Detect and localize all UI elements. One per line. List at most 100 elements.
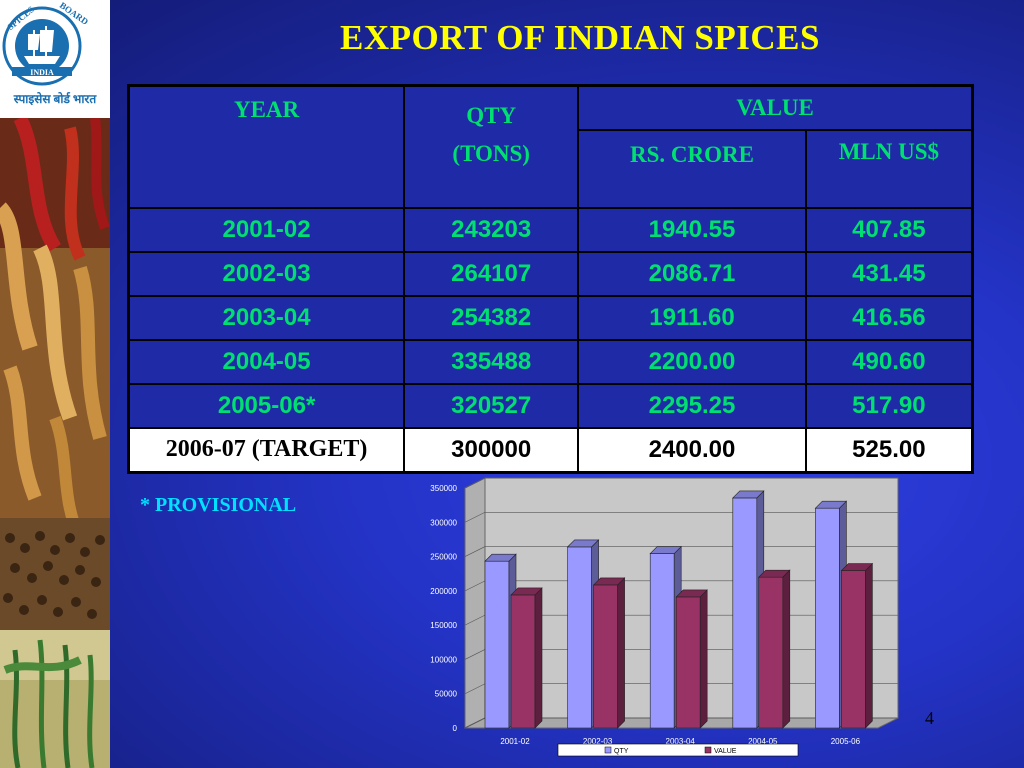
header-qty-label: QTY (466, 103, 517, 128)
chart-bar-value (758, 576, 784, 729)
cell-year: 2001-02 (127, 206, 406, 253)
cell-qty: 254382 (403, 294, 580, 341)
chart-ytick-label: 150000 (430, 621, 457, 630)
header-qty: QTY (TONS) (403, 84, 580, 209)
chart-ytick-label: 350000 (430, 484, 457, 493)
cell-usd: 407.85 (804, 206, 974, 253)
chart-bar-top-value (758, 569, 791, 578)
cell-qty: 300000 (403, 426, 580, 473)
chart-bar-qty (815, 507, 840, 729)
chart-bar-top-qty (484, 553, 517, 562)
chart-bar-value (675, 596, 701, 729)
chart-ytick-label: 50000 (435, 690, 458, 699)
cell-usd: 525.00 (804, 426, 974, 473)
chart-ytick-label: 0 (453, 724, 458, 733)
page-title: EXPORT OF INDIAN SPICES (340, 18, 820, 57)
chart-legend-label: QTY (614, 748, 629, 755)
chart-gridline (464, 649, 486, 660)
table-row-target: 2006-07 (TARGET) 300000 2400.00 525.00 (127, 426, 974, 473)
cell-rs: 2295.25 (577, 382, 807, 429)
chart-gridline (464, 614, 486, 626)
cell-year: 2004-05 (127, 338, 406, 385)
chart-bar-side-value (534, 587, 543, 729)
header-mln-usd: MLN US$ (804, 128, 974, 209)
chart-legend (557, 743, 799, 757)
chart-gridline (464, 580, 486, 592)
chart-bar-qty (732, 497, 758, 729)
cell-usd: 416.56 (804, 294, 974, 341)
cell-year: 2005-06* (127, 382, 406, 429)
table-row: 2001-02 243203 1940.55 407.85 (127, 206, 974, 253)
provisional-footnote: * PROVISIONAL (140, 494, 297, 516)
chart-legend-swatch (604, 746, 612, 754)
export-table: YEAR QTY (TONS) VALUE RS. CRORE MLN US$ … (127, 84, 974, 474)
chart-xtick-label: 2002-03 (583, 737, 613, 746)
chart-bar-top-value (840, 563, 874, 571)
cell-qty: 264107 (403, 250, 580, 297)
header-value: VALUE (577, 84, 974, 131)
chart-bar-side-value (782, 569, 791, 729)
chart-xtick-label: 2003-04 (666, 737, 696, 746)
cell-usd: 490.60 (804, 338, 974, 385)
chart-bar-side-value (617, 577, 625, 729)
cell-year: 2006-07 (TARGET) (127, 426, 406, 473)
header-rs-crore: RS. CRORE (577, 128, 807, 209)
cell-rs: 1940.55 (577, 206, 807, 253)
chart-bar-side-value (699, 589, 708, 729)
cell-rs: 2400.00 (577, 426, 807, 473)
chart-bar-qty (484, 560, 510, 729)
chart-ytick-label: 300000 (430, 518, 457, 527)
cell-qty: 320527 (403, 382, 580, 429)
chart-xtick-label: 2001-02 (500, 737, 530, 746)
spices-photo (0, 114, 110, 630)
chart-bar-top-qty (649, 546, 682, 554)
spices-board-logo: INDIA SPICES BOARD स्पाइसेस बोर्ड भारत (0, 0, 110, 118)
chart-bar-side-value (865, 562, 873, 729)
chart-bar-top-qty (732, 490, 765, 499)
cell-usd: 517.90 (804, 382, 974, 429)
cell-rs: 1911.60 (577, 294, 807, 341)
chart-gridline (464, 546, 486, 557)
vanilla-plant-photo (0, 630, 110, 768)
chart-bar-top-value (675, 589, 708, 598)
left-image-strip: INDIA SPICES BOARD स्पाइसेस बोर्ड भारत (0, 0, 110, 768)
chart-bar-top-qty (814, 500, 848, 509)
chart-bar-qty (649, 553, 675, 729)
logo-india-text: INDIA (30, 68, 54, 77)
chart-gridline (464, 683, 486, 694)
chart-bar-value (510, 594, 536, 729)
chart-xtick-label: 2004-05 (748, 737, 778, 746)
header-year: YEAR (127, 84, 406, 209)
chart-gridline (464, 477, 486, 489)
cell-usd: 431.45 (804, 250, 974, 297)
cell-qty: 243203 (403, 206, 580, 253)
chart-ytick-label: 100000 (430, 655, 457, 664)
chart-legend-label: VALUE (714, 748, 737, 755)
chart-bar-qty (567, 546, 592, 729)
table-row: 2005-06* 320527 2295.25 517.90 (127, 382, 974, 429)
export-bar-chart: 0 50000 100000 150000 200000 250000 300000 3500… (430, 477, 899, 757)
chart-gridline (464, 717, 486, 729)
chart-xtick-label: 2005-06 (831, 737, 861, 746)
chart-legend-swatch (704, 746, 712, 754)
chart-gridline (464, 512, 486, 523)
cell-year: 2002-03 (127, 250, 406, 297)
table-row: 2002-03 264107 2086.71 431.45 (127, 250, 974, 297)
cell-rs: 2086.71 (577, 250, 807, 297)
table-row: 2003-04 254382 1911.60 416.56 (127, 294, 974, 341)
chart-bar-top-value (592, 577, 626, 586)
cell-year: 2003-04 (127, 294, 406, 341)
chart-ytick-label: 250000 (430, 553, 457, 562)
chart-bar-value (593, 584, 618, 729)
cell-qty: 335488 (403, 338, 580, 385)
logo-hindi-text: स्पाइसेस बोर्ड भारत (13, 92, 98, 106)
chart-bar-top-value (510, 587, 543, 596)
cell-rs: 2200.00 (577, 338, 807, 385)
chart-bar-value (841, 570, 866, 729)
chart-ytick-label: 200000 (430, 587, 457, 596)
table-row: 2004-05 335488 2200.00 490.60 (127, 338, 974, 385)
chart-bar-top-qty (566, 539, 600, 548)
header-qty-unit: (TONS) (452, 141, 530, 166)
chart-side-wall (464, 477, 486, 729)
page-number: 4 (925, 708, 934, 728)
